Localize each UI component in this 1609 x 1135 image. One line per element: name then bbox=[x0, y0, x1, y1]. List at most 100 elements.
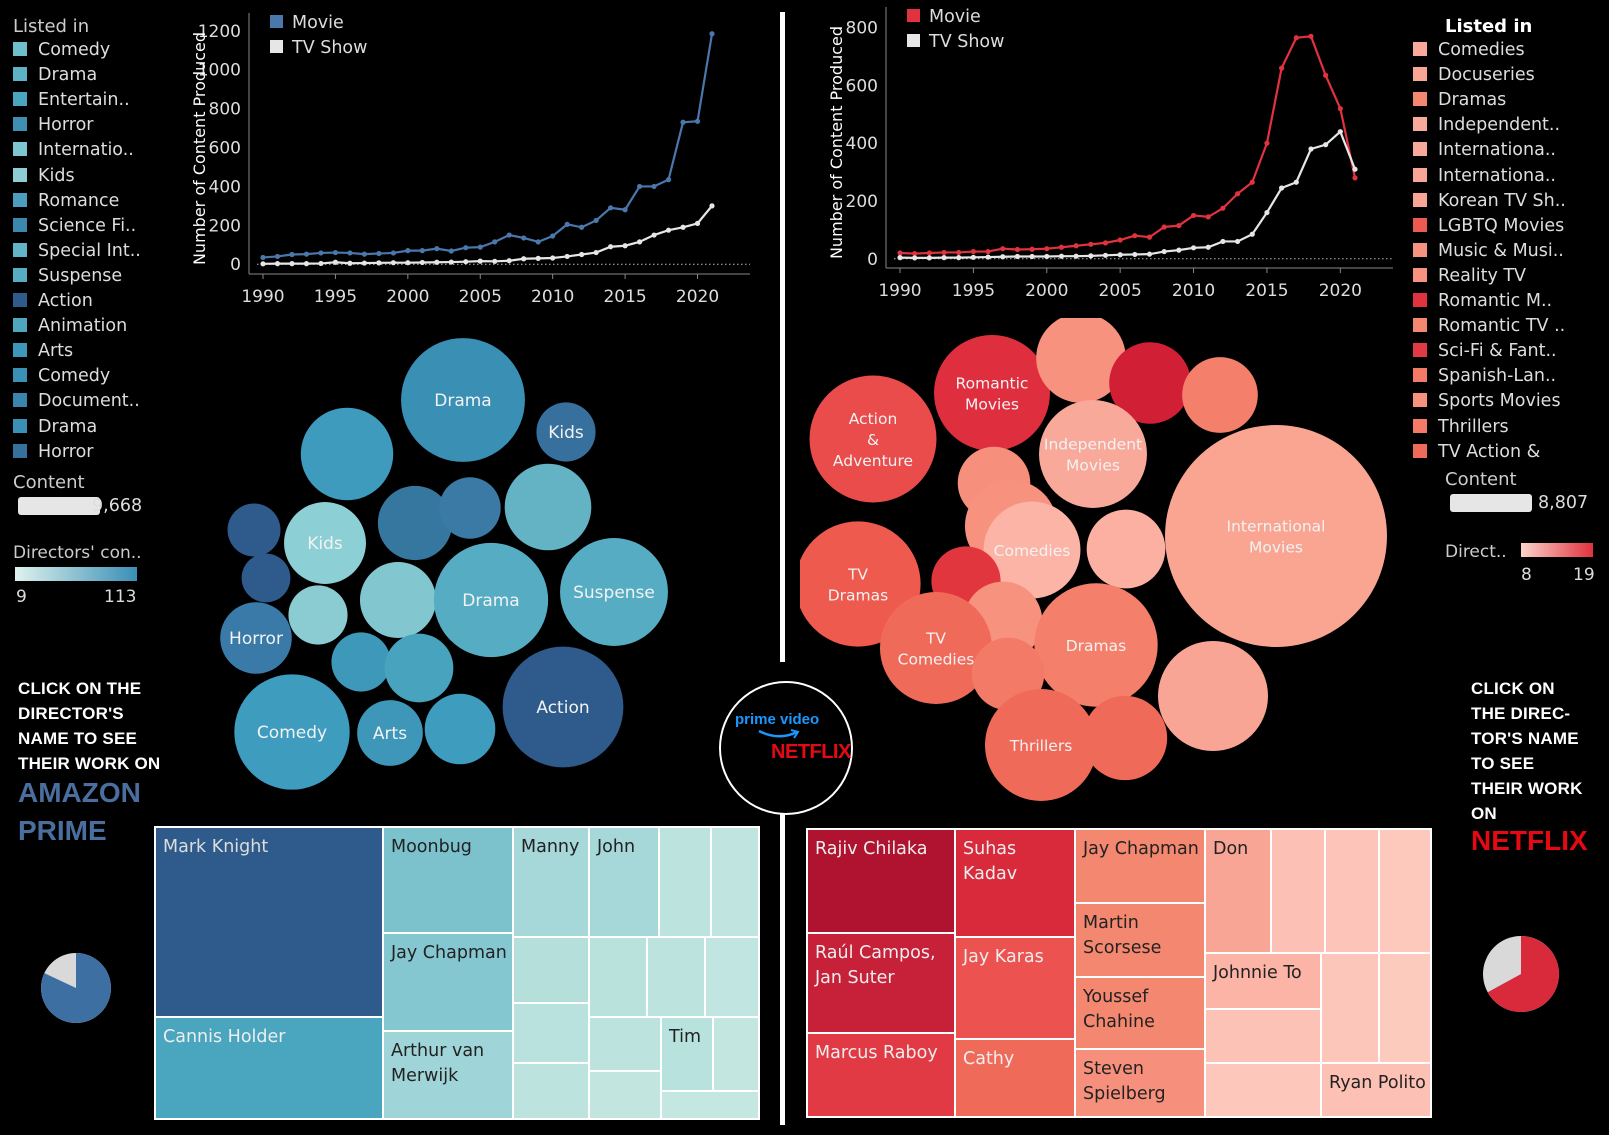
prime-bubble-circle[interactable] bbox=[220, 602, 292, 674]
prime-legend-label[interactable]: TV Show bbox=[291, 38, 367, 58]
prime-bubble[interactable]: Kids bbox=[284, 502, 366, 584]
prime-bubble[interactable] bbox=[504, 463, 592, 551]
netflix-legend-item[interactable]: Internationa.. bbox=[1413, 140, 1556, 160]
netflix-bubble-circle[interactable] bbox=[1039, 400, 1147, 508]
netflix-data-point[interactable] bbox=[1190, 245, 1197, 251]
prime-treemap-cell[interactable]: Moonbug bbox=[383, 827, 513, 933]
prime-data-point[interactable] bbox=[448, 248, 454, 254]
netflix-bubble-circle[interactable] bbox=[1109, 342, 1191, 424]
netflix-data-point[interactable] bbox=[1264, 209, 1270, 216]
netflix-pie-chart[interactable] bbox=[1482, 935, 1560, 1013]
prime-bubble-circle[interactable] bbox=[331, 632, 391, 692]
prime-data-point[interactable] bbox=[535, 239, 541, 245]
netflix-legend-item[interactable]: Korean TV Sh.. bbox=[1413, 191, 1566, 211]
prime-data-point[interactable] bbox=[506, 258, 512, 264]
netflix-bubble[interactable] bbox=[1182, 357, 1258, 433]
netflix-data-point[interactable] bbox=[926, 255, 932, 261]
netflix-data-point[interactable] bbox=[941, 255, 947, 261]
prime-bubble-circle[interactable] bbox=[227, 503, 281, 557]
netflix-content-slider[interactable] bbox=[1450, 494, 1532, 512]
netflix-data-point[interactable] bbox=[1029, 246, 1035, 252]
netflix-directors-gradient[interactable] bbox=[1521, 543, 1593, 557]
prime-pie-chart[interactable] bbox=[40, 952, 112, 1024]
netflix-data-point[interactable] bbox=[1073, 253, 1079, 259]
netflix-data-point[interactable] bbox=[1132, 251, 1138, 258]
prime-bubble[interactable] bbox=[439, 477, 501, 539]
netflix-data-point[interactable] bbox=[1044, 246, 1050, 252]
netflix-bubble-circle[interactable] bbox=[934, 335, 1050, 451]
netflix-data-point[interactable] bbox=[1220, 238, 1226, 245]
netflix-treemap[interactable]: Rajiv Chilaka Suhas Kadav Raúl Campos, Jan… bbox=[806, 828, 1432, 1118]
netflix-legend-label[interactable]: TV Show bbox=[928, 32, 1004, 52]
netflix-legend-item[interactable]: Music & Musi.. bbox=[1413, 241, 1564, 261]
prime-data-point[interactable] bbox=[332, 249, 339, 256]
netflix-bubble[interactable]: TV Dramas bbox=[800, 521, 921, 647]
prime-director-name[interactable]: Manny bbox=[521, 837, 580, 857]
prime-legend-item[interactable]: Science Fi.. bbox=[13, 216, 136, 236]
netflix-legend-item[interactable]: Reality TV bbox=[1413, 266, 1526, 286]
netflix-legend-item[interactable]: Dramas bbox=[1413, 90, 1506, 110]
prime-bubble[interactable]: Arts bbox=[357, 700, 423, 766]
netflix-treemap-cell[interactable]: Jay Chapman bbox=[1075, 829, 1205, 903]
netflix-legend-item[interactable]: TV Action & bbox=[1413, 442, 1540, 458]
prime-line-chart[interactable]: 0 200 400 600 800 1000 1200 1990 1995 2000 2005 201… bbox=[150, 10, 770, 330]
netflix-legend-item[interactable]: Docuseries bbox=[1413, 65, 1535, 85]
prime-bubble[interactable] bbox=[377, 485, 453, 561]
netflix-treemap-cell[interactable]: Raúl Campos, Jan Suter bbox=[807, 933, 955, 1033]
prime-data-point[interactable] bbox=[694, 220, 701, 226]
netflix-bubble-circle[interactable] bbox=[983, 501, 1081, 599]
prime-treemap-cell[interactable] bbox=[589, 1071, 661, 1119]
prime-data-point[interactable] bbox=[260, 261, 266, 267]
netflix-director-name[interactable]: Cathy bbox=[963, 1049, 1015, 1069]
prime-legend-item[interactable]: Kids bbox=[13, 166, 75, 186]
prime-data-point[interactable] bbox=[303, 251, 310, 257]
prime-data-point[interactable] bbox=[405, 248, 411, 254]
prime-data-point[interactable] bbox=[651, 183, 657, 190]
prime-pie-slice[interactable] bbox=[40, 953, 111, 1023]
prime-data-point[interactable] bbox=[550, 233, 556, 239]
netflix-data-point[interactable] bbox=[1073, 243, 1079, 249]
prime-data-point[interactable] bbox=[535, 255, 541, 261]
prime-legend-item[interactable]: Internatio.. bbox=[13, 140, 134, 160]
netflix-treemap-cell[interactable]: Youssef Chahine bbox=[1075, 977, 1205, 1049]
netflix-treemap-cell[interactable]: Don bbox=[1205, 829, 1271, 953]
prime-data-point[interactable] bbox=[680, 224, 686, 230]
prime-bubble-circle[interactable] bbox=[536, 402, 596, 462]
prime-director-name[interactable]: Cannis Holder bbox=[163, 1027, 286, 1047]
netflix-bubble-circle[interactable] bbox=[1165, 425, 1387, 647]
netflix-treemap-cell[interactable]: Marcus Raboy bbox=[807, 1033, 955, 1117]
netflix-treemap-cell[interactable]: Steven Spielberg bbox=[1075, 1049, 1205, 1117]
netflix-bubble-circle[interactable] bbox=[1086, 509, 1166, 589]
netflix-director-name[interactable]: Don bbox=[1213, 839, 1249, 859]
netflix-data-point[interactable] bbox=[1117, 237, 1123, 243]
prime-director-name[interactable]: Jay Chapman bbox=[391, 943, 507, 963]
prime-director-name[interactable]: Tim bbox=[669, 1027, 702, 1047]
netflix-treemap-cell[interactable] bbox=[1205, 1063, 1321, 1117]
prime-bubble-circle[interactable] bbox=[359, 561, 437, 639]
prime-data-point[interactable] bbox=[260, 254, 266, 261]
prime-treemap-cell[interactable] bbox=[513, 1063, 589, 1119]
prime-bubble-circle[interactable] bbox=[502, 646, 624, 768]
netflix-data-point[interactable] bbox=[1146, 251, 1153, 257]
prime-bubble-circle[interactable] bbox=[401, 338, 525, 462]
prime-series-line[interactable] bbox=[262, 205, 713, 265]
netflix-legend-item[interactable]: Independent.. bbox=[1413, 115, 1560, 135]
netflix-data-point[interactable] bbox=[1264, 140, 1270, 146]
netflix-legend-item[interactable]: Internationa.. bbox=[1413, 166, 1556, 186]
netflix-data-point[interactable] bbox=[1323, 72, 1329, 78]
netflix-data-point[interactable] bbox=[956, 249, 962, 256]
netflix-director-name[interactable]: Jay Karas bbox=[963, 947, 1044, 967]
prime-data-point[interactable] bbox=[593, 217, 599, 224]
netflix-director-name[interactable]: Ryan Polito bbox=[1329, 1073, 1426, 1093]
prime-bubble-circle[interactable] bbox=[384, 633, 454, 703]
netflix-director-name[interactable]: Rajiv Chilaka bbox=[815, 839, 928, 859]
prime-legend-item[interactable]: Animation bbox=[13, 316, 127, 336]
prime-data-point[interactable] bbox=[361, 260, 367, 266]
prime-data-point[interactable] bbox=[709, 203, 715, 209]
netflix-bubble[interactable]: Action & Adventure bbox=[809, 375, 937, 503]
prime-data-point[interactable] bbox=[463, 259, 469, 265]
netflix-bubble-circle[interactable] bbox=[1158, 641, 1268, 751]
prime-director-name[interactable]: Moonbug bbox=[391, 837, 472, 857]
prime-bubble[interactable] bbox=[359, 561, 437, 639]
netflix-bubble[interactable]: TV Comedies bbox=[879, 591, 993, 705]
